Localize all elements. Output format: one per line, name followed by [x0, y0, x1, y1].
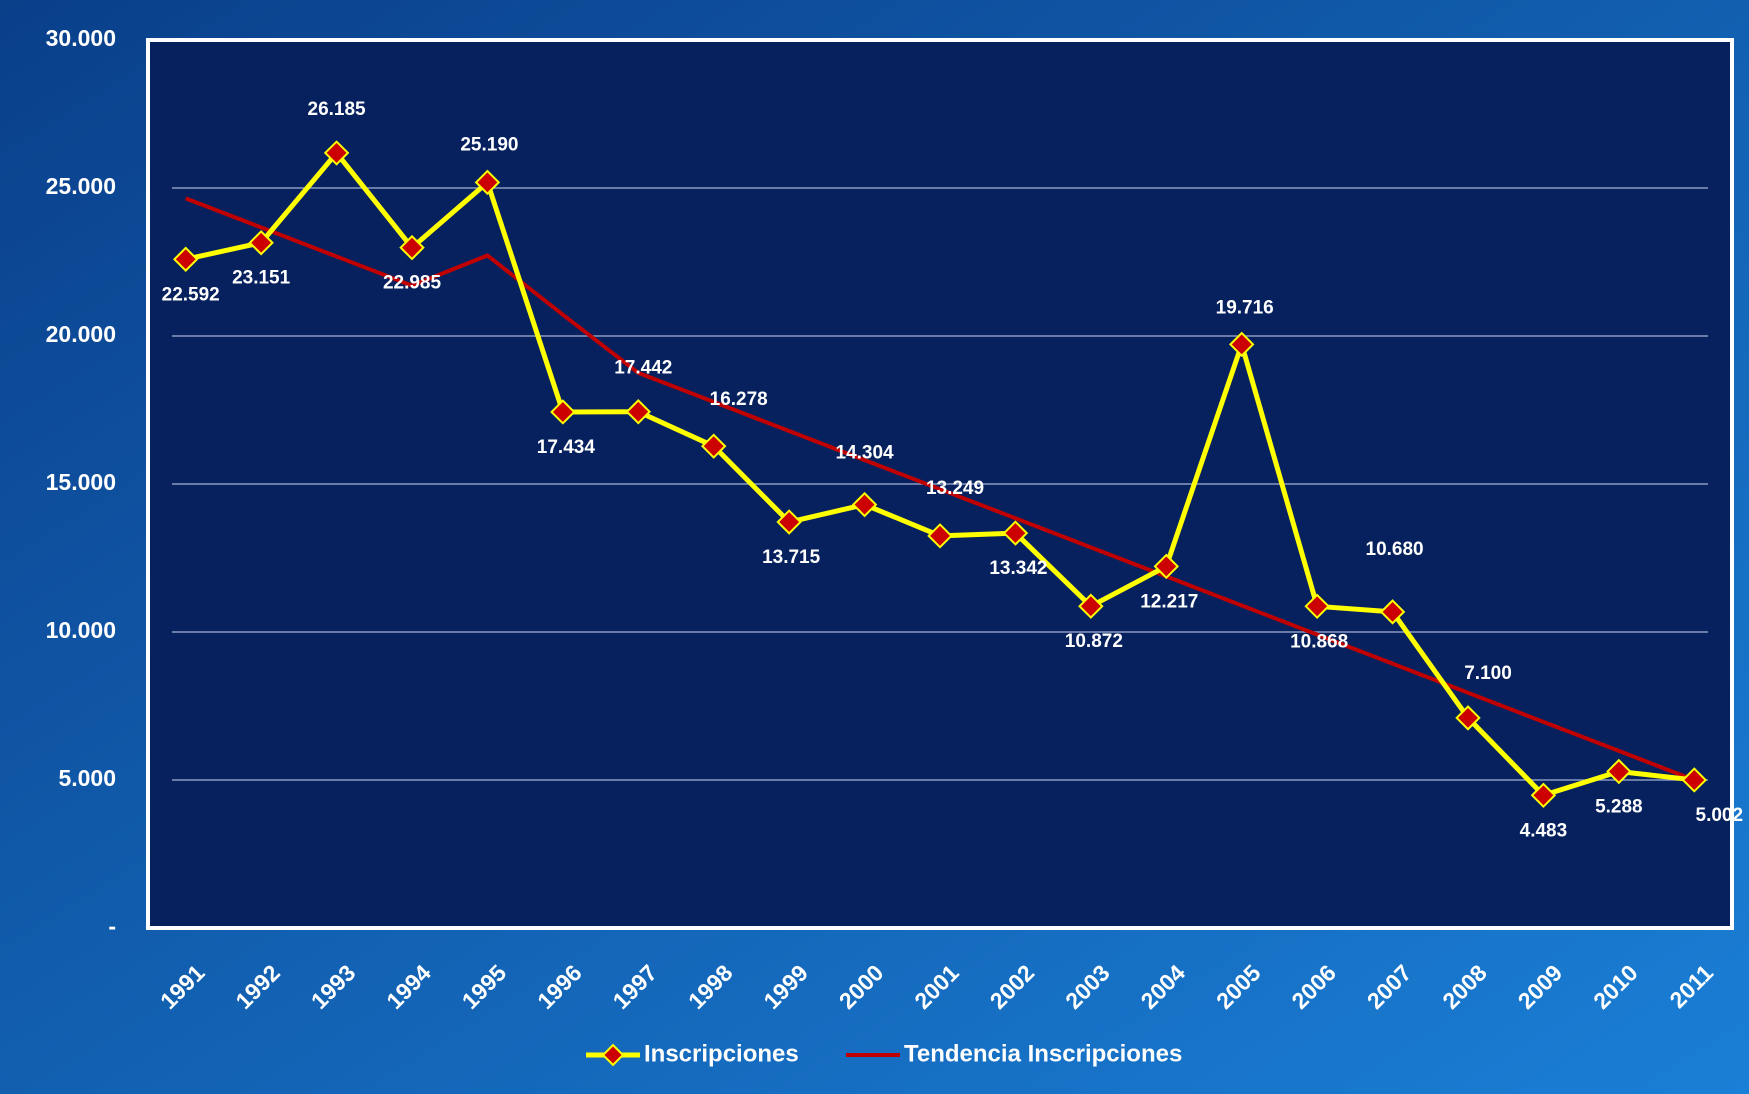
marker [323, 140, 350, 166]
data-label: 16.278 [710, 389, 768, 410]
data-label: 23.151 [232, 268, 291, 289]
marker [1078, 593, 1104, 619]
marker [1530, 782, 1557, 809]
data-label: 17.434 [537, 437, 596, 458]
marker [1606, 758, 1632, 785]
data-label: 26.185 [308, 99, 367, 120]
data-label: 19.716 [1216, 297, 1274, 318]
marker [927, 523, 953, 549]
y-tick-label: 10.000 [46, 617, 116, 643]
legend-label: Inscripciones [644, 1040, 799, 1067]
marker [550, 399, 576, 425]
marker [1228, 331, 1255, 358]
data-label: 7.100 [1464, 663, 1512, 684]
marker [172, 246, 199, 273]
data-label: 12.217 [1140, 591, 1198, 612]
marker [248, 230, 274, 256]
data-label: 17.442 [614, 358, 672, 379]
marker [625, 398, 652, 425]
legend-marker [601, 1043, 625, 1067]
data-label: 25.190 [460, 134, 518, 155]
data-label: 10.680 [1366, 539, 1424, 560]
marker [1681, 767, 1708, 793]
marker [1304, 593, 1330, 620]
data-label: 22.592 [162, 284, 220, 305]
data-label: 14.304 [836, 443, 895, 464]
marker [851, 491, 878, 518]
legend-label: Tendencia Inscripciones [904, 1040, 1182, 1067]
data-label: 5.002 [1696, 805, 1744, 826]
y-tick-label: 25.000 [46, 173, 116, 199]
y-tick-label: - [108, 913, 116, 939]
data-label: 4.483 [1520, 820, 1568, 841]
data-label: 13.715 [762, 547, 821, 568]
marker [1455, 705, 1481, 731]
y-tick-label: 30.000 [46, 25, 116, 51]
marker [1379, 599, 1406, 625]
y-tick-label: 20.000 [46, 321, 116, 347]
marker [1002, 520, 1029, 546]
marker [1153, 553, 1180, 580]
marker [474, 169, 501, 196]
y-tick-label: 15.000 [46, 469, 116, 495]
data-label: 10.868 [1290, 631, 1348, 652]
data-label: 13.342 [989, 558, 1047, 579]
data-label: 5.288 [1595, 796, 1643, 817]
marker [700, 433, 727, 459]
data-label: 22.985 [383, 273, 442, 294]
y-tick-label: 5.000 [58, 765, 116, 791]
data-label: 10.872 [1065, 631, 1123, 652]
marker [776, 509, 802, 535]
data-label: 13.249 [926, 478, 984, 499]
marker [399, 234, 425, 261]
